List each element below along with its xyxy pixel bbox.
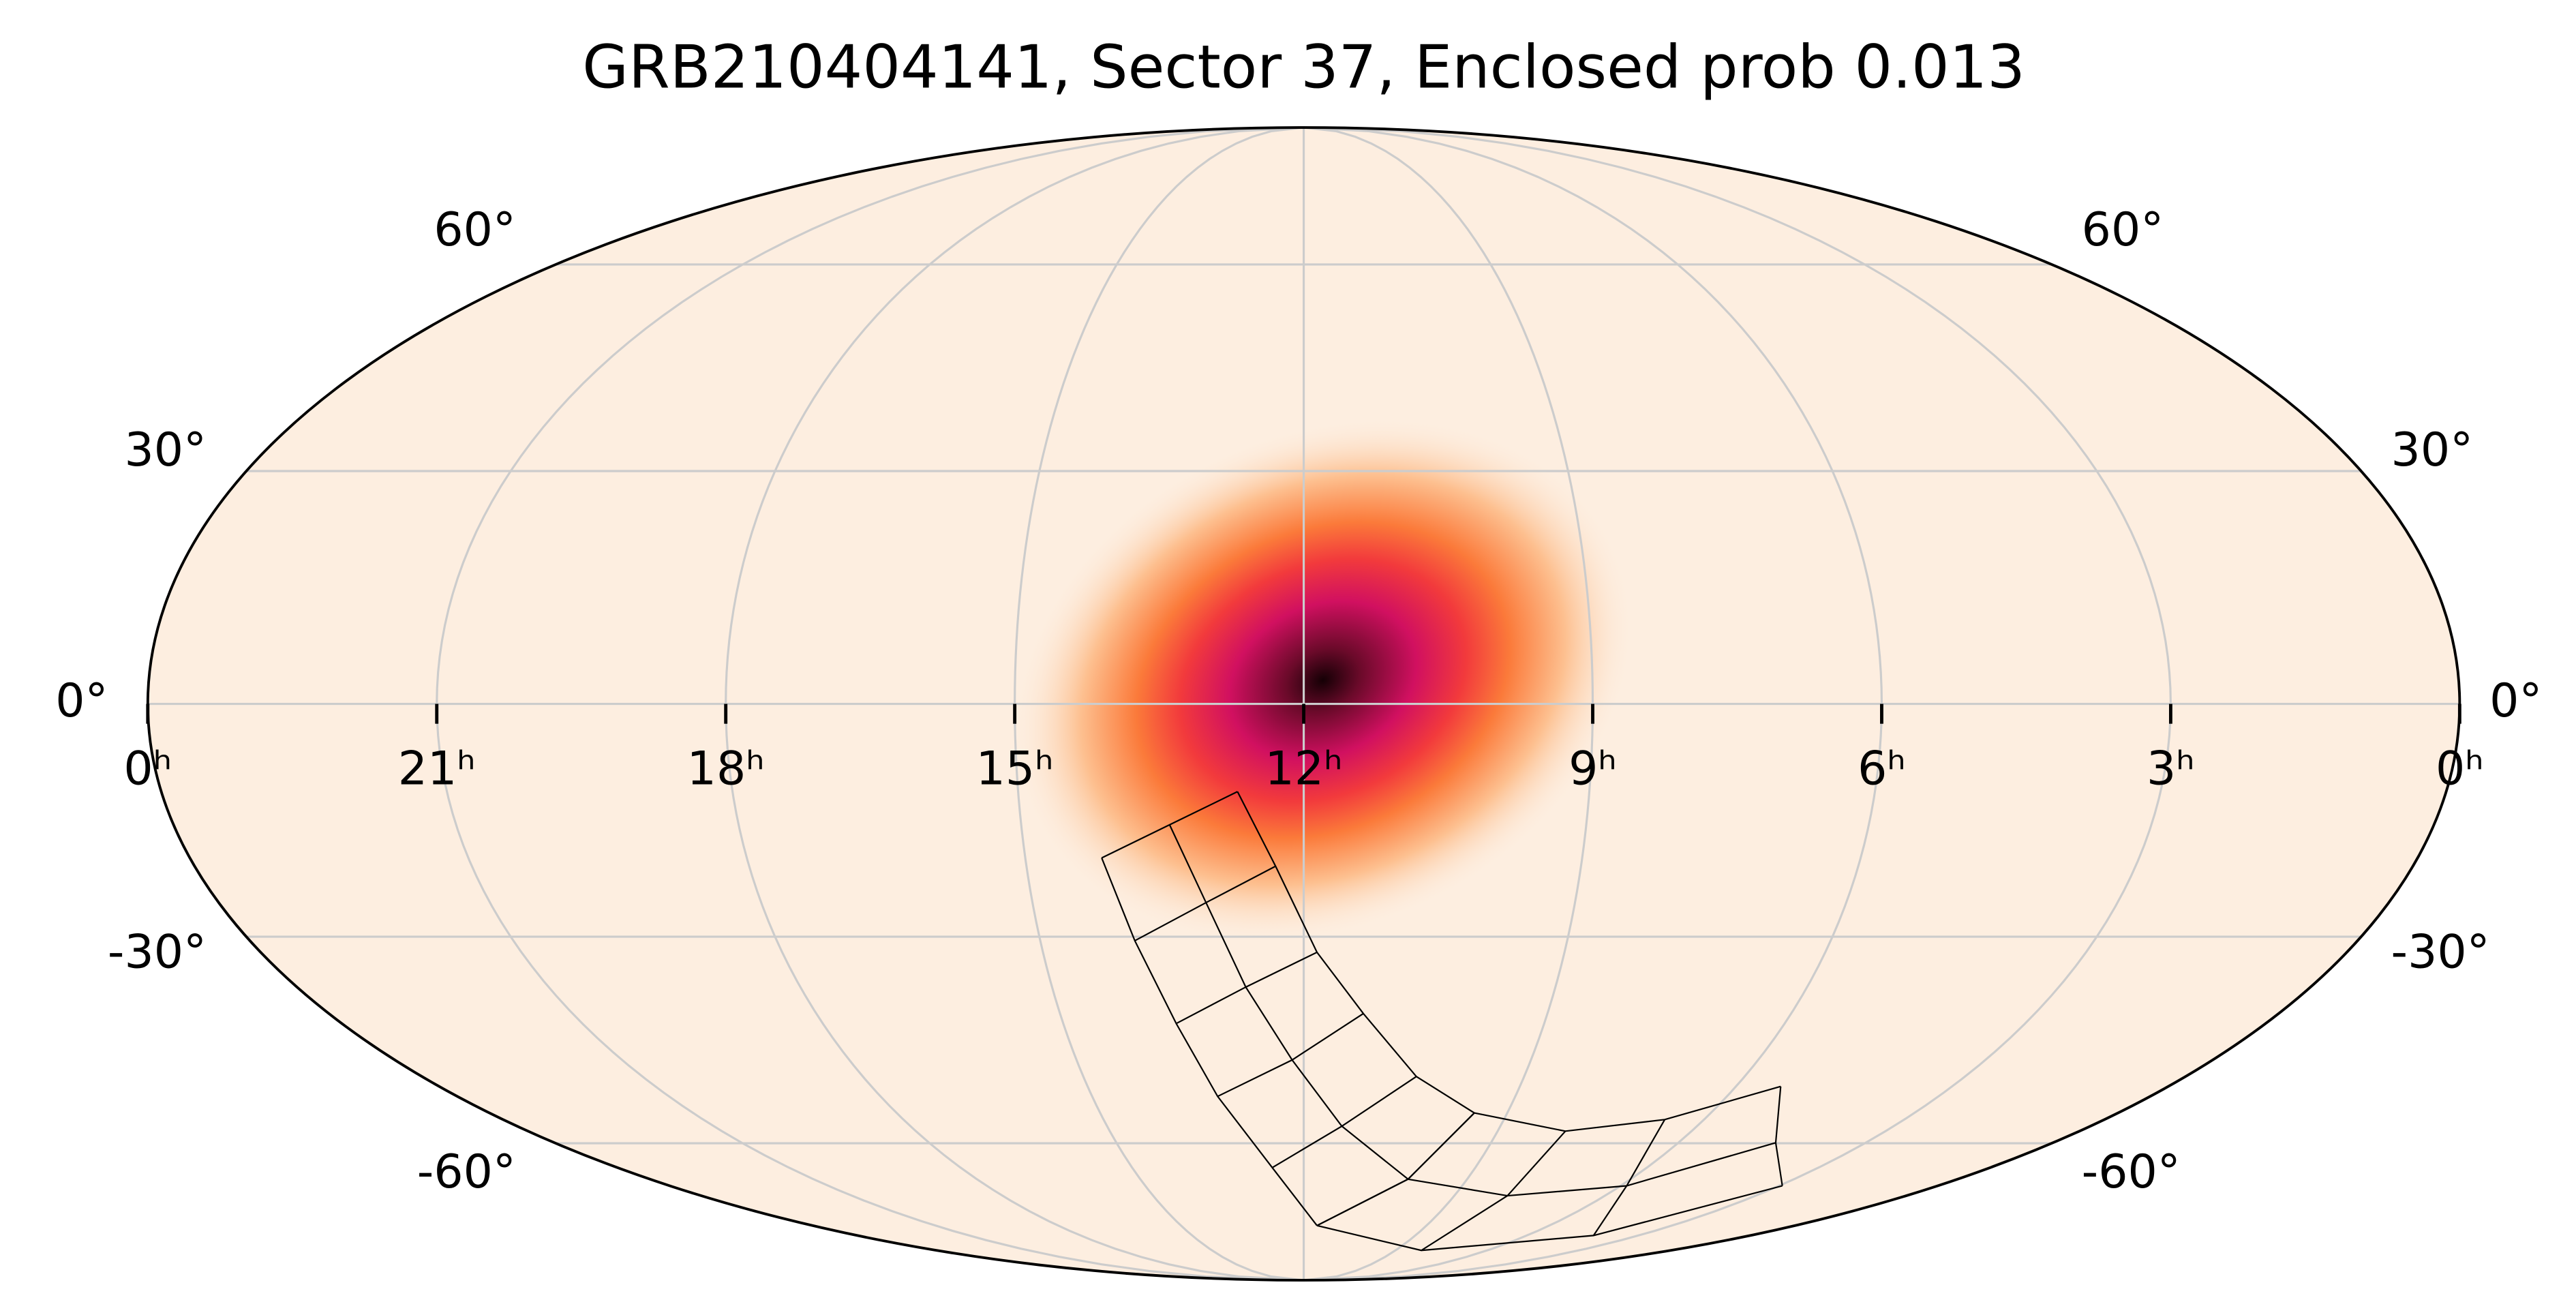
x-tick-label: 21ʰ bbox=[398, 742, 476, 796]
x-tick-label: 3ʰ bbox=[2147, 742, 2195, 796]
y-tick-label: -60° bbox=[2082, 1145, 2181, 1199]
ccd-edge bbox=[1101, 858, 1318, 1226]
sky-outline bbox=[146, 126, 2461, 1282]
chart-title: GRB210404141, Sector 37, Enclosed prob 0… bbox=[582, 32, 2025, 102]
ccd-edge bbox=[1237, 791, 1475, 1114]
x-tick-label: 18ʰ bbox=[687, 742, 765, 796]
y-tick-label: -30° bbox=[2391, 925, 2490, 979]
x-tick-label: 6ʰ bbox=[1858, 742, 1906, 796]
y-tick-label: 60° bbox=[2082, 203, 2164, 257]
y-tick-label: -60° bbox=[417, 1145, 516, 1199]
ccd-edge bbox=[1474, 1085, 1781, 1132]
probability-peak bbox=[1012, 417, 1634, 943]
sector-footprint bbox=[1101, 791, 1783, 1252]
x-tick-label: 0ʰ bbox=[2436, 742, 2484, 796]
y-tick-label: -30° bbox=[108, 925, 207, 979]
ccd-edge bbox=[1168, 824, 1409, 1180]
x-tick-label: 0ʰ bbox=[123, 742, 172, 796]
y-tick-label: 30° bbox=[124, 423, 207, 477]
axes: 0ʰ 21ʰ 18ʰ 15ʰ 12ʰ 9ʰ 6ʰ 3ʰ 0ʰ 60° 60° 30° 30° 0° 0° -3… bbox=[55, 203, 2542, 1199]
x-tick-label: 15ʰ bbox=[976, 742, 1054, 796]
y-tick-label: 0° bbox=[2489, 674, 2542, 728]
y-tick-label: 0° bbox=[55, 674, 108, 728]
y-tick-label: 60° bbox=[434, 203, 516, 257]
ccd-edge bbox=[1408, 1142, 1776, 1197]
y-tick-label: 30° bbox=[2391, 423, 2474, 477]
x-tick-label: 12ʰ bbox=[1265, 742, 1343, 796]
x-tick-label: 9ʰ bbox=[1569, 742, 1617, 796]
ccd-edge bbox=[1316, 1185, 1783, 1252]
